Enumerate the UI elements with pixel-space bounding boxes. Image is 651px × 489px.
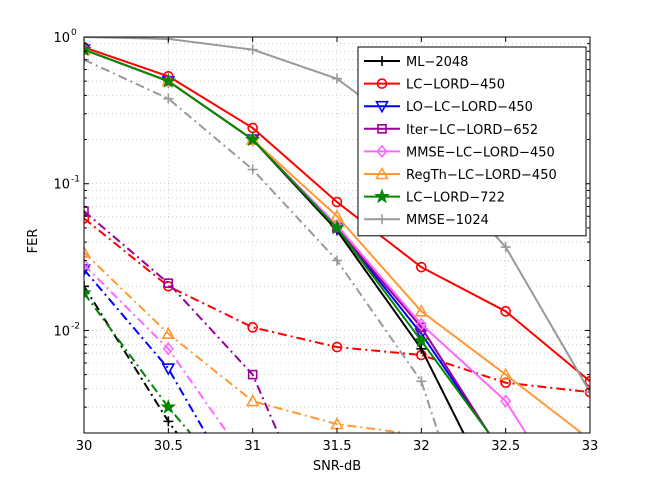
data-point [163,93,174,104]
data-point [413,332,430,348]
x-tick-label: 31.5 [323,439,352,454]
y-tick-label: 10 [53,324,70,339]
y-tick-exponent: -2 [71,321,80,331]
data-point [329,219,345,235]
series-line [84,251,405,433]
legend-marker [374,188,390,204]
data-point [84,54,89,65]
legend-item: RegTh−LC−LORD−450 [364,166,557,183]
series-ml-2048-dash-dot- [84,281,178,433]
x-tick-label: 32.5 [491,439,520,454]
data-point [84,213,90,224]
data-point [84,206,89,216]
data-point [84,281,89,292]
legend-marker [375,166,389,180]
series-lc-lord-722-dash-dot- [84,284,192,433]
series-mmse-lc-lord-450-dash-dot- [84,258,229,433]
data-point [247,164,258,175]
data-point [500,377,511,389]
y-tick-label: 10 [53,178,70,193]
legend-item: LC−LORD−722 [364,188,505,206]
data-point [84,258,90,272]
legend-marker [376,78,388,89]
legend-label: ML−2048 [406,55,468,70]
legend-box [357,46,587,237]
legend-label: LO−LC−LORD−450 [406,100,533,115]
x-tick-label: 32 [413,439,430,454]
series-layer [84,37,590,433]
series-lc-lord-722 [84,41,490,433]
data-point [84,264,91,277]
x-tick-label: 31 [244,439,261,454]
data-point [84,41,92,57]
series-lo-lc-lord-450-dash-dot- [84,264,207,433]
data-point [331,196,343,208]
legend-item: LC−LORD−450 [364,78,505,93]
data-point [84,284,92,300]
legend-marker [377,214,387,225]
data-point [500,306,511,317]
series-iter-lc-lord-652-dash-dot- [84,206,279,433]
data-point [84,245,91,258]
data-point [416,376,427,387]
series-line [84,48,490,433]
legend-item: Iter−LC−LORD−652 [364,123,538,138]
data-point [416,261,427,273]
legend-label: MMSE−LC−LORD−450 [406,145,555,160]
data-point [160,73,177,88]
series-line [84,217,590,394]
legend-item: ML−2048 [364,55,468,70]
legend-label: RegTh−LC−LORD−450 [406,168,557,183]
data-point [584,376,590,387]
y-tick-exponent: -1 [71,175,80,185]
y-tick-exponent: 0 [71,28,77,38]
data-point [163,278,174,288]
legend-label: MMSE−1024 [406,213,489,228]
data-point [161,363,176,376]
legend: ML−2048 LC−LORD−450 LO−LC−LORD−450 Iter−LC−… [357,46,587,237]
legend-marker [377,56,387,66]
data-point [331,341,343,353]
data-point [245,393,260,407]
legend-marker [377,124,387,134]
legend-marker [375,100,389,114]
x-axis-label: SNR-dB [313,459,361,474]
series-line [84,58,440,433]
x-tick-label: 33 [582,439,599,454]
legend-label: LC−LORD−722 [406,191,505,206]
legend-label: LC−LORD−450 [406,78,505,93]
data-point [416,343,427,354]
data-point [332,73,342,84]
legend-item: MMSE−LC−LORD−450 [364,144,555,160]
data-point [415,317,427,332]
data-point [414,304,429,317]
data-point [585,387,590,398]
legend-item: MMSE−1024 [364,213,489,228]
data-point [163,416,174,427]
legend-marker [376,144,388,159]
legend-item: LO−LC−LORD−450 [364,100,533,115]
data-point [500,394,512,408]
data-point [247,369,258,380]
series-line [84,210,279,433]
data-point [244,131,261,147]
y-axis-label: FER [26,229,41,254]
data-point [332,255,342,266]
series-line [84,268,207,433]
data-point [247,322,258,333]
series-mmse-1024-dash-dot- [84,54,440,433]
data-point [498,367,513,380]
x-tick-label: 30.5 [154,439,183,454]
data-point [160,398,177,414]
data-point [500,242,511,253]
legend-label: Iter−LC−LORD−652 [406,123,538,138]
x-tick-label: 30 [76,439,93,454]
series-line [84,264,229,433]
data-point [161,326,176,340]
y-tick-label: 10 [53,31,70,46]
data-point [162,342,174,356]
data-point [247,44,258,55]
